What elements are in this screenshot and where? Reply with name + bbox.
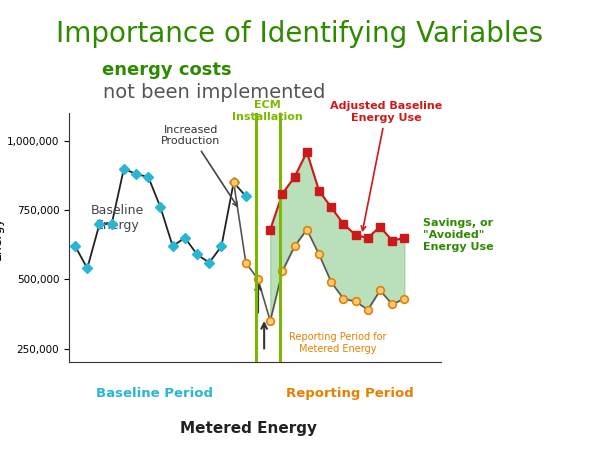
Text: Baseline Period: Baseline Period	[96, 387, 213, 400]
Text: energy costs: energy costs	[102, 61, 232, 79]
Text: Metered Energy: Metered Energy	[181, 420, 317, 436]
Text: Adjusted Baseline
Energy Use: Adjusted Baseline Energy Use	[330, 101, 442, 231]
Text: not been implemented: not been implemented	[103, 83, 326, 102]
Text: Increased
Production: Increased Production	[161, 125, 237, 206]
Text: Reporting Period for
Metered Energy: Reporting Period for Metered Energy	[289, 332, 386, 353]
Text: Importance of Identifying Variables: Importance of Identifying Variables	[56, 20, 544, 48]
Text: Baseline
Energy: Baseline Energy	[91, 204, 145, 232]
Text: Savings, or
"Avoided"
Energy Use: Savings, or "Avoided" Energy Use	[423, 218, 493, 252]
Y-axis label: Energy: Energy	[0, 216, 4, 260]
Text: Reporting Period: Reporting Period	[286, 387, 413, 400]
Text: ECM
Installation: ECM Installation	[232, 100, 303, 121]
